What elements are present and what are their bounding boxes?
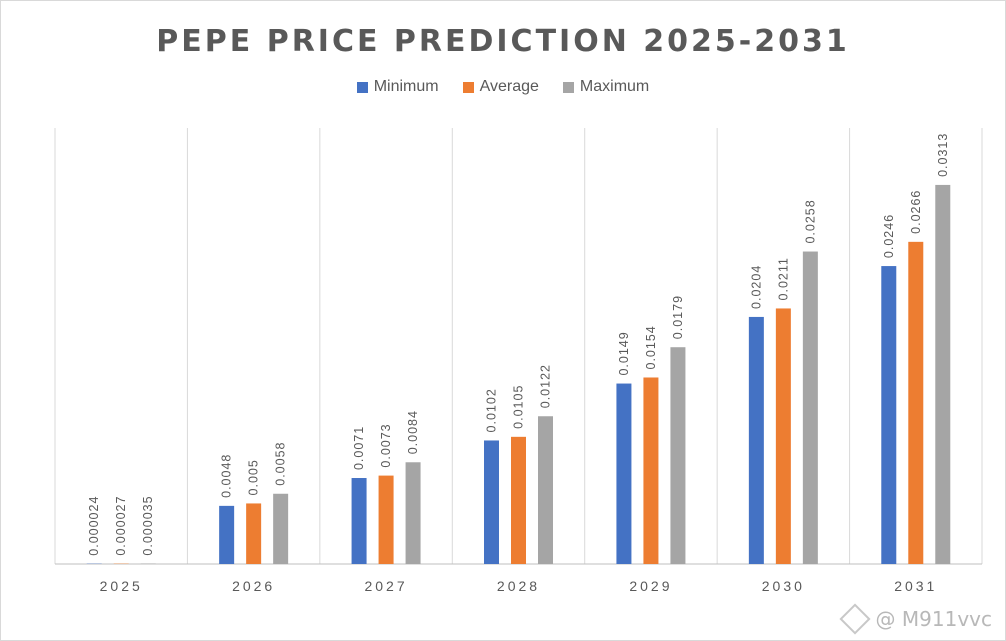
bar-average [775, 308, 791, 564]
bar-minimum [484, 440, 499, 564]
bar-average [511, 436, 526, 564]
chart-legend: Minimum Average Maximum [0, 78, 1006, 96]
data-label: 0.0258 [803, 199, 817, 243]
data-label: 0.0204 [749, 265, 763, 309]
data-label: 0.000027 [114, 496, 128, 556]
data-label: 0.0211 [776, 257, 790, 300]
bar-minimum [616, 383, 632, 564]
data-label: 0.0102 [485, 388, 499, 432]
legend-label-maximum: Maximum [579, 78, 650, 95]
data-label: 0.0048 [220, 454, 234, 498]
legend-swatch-maximum [562, 81, 574, 93]
bar-average [378, 475, 394, 564]
watermark: @ M911vvc [838, 603, 992, 635]
bar-minimum [881, 266, 897, 564]
bar-minimum [351, 478, 367, 564]
bar-average [643, 377, 659, 564]
legend-item-minimum: Minimum [356, 78, 439, 96]
bar-maximum [538, 416, 553, 564]
legend-item-maximum: Maximum [562, 78, 650, 96]
data-label: 0.0084 [406, 410, 420, 454]
chart-title: PEPE PRICE PREDICTION 2025-2031 [156, 24, 850, 59]
x-tick-label: 2025 [100, 578, 143, 594]
data-label: 0.000024 [87, 496, 101, 556]
x-tick-label: 2029 [629, 578, 672, 594]
legend-label-minimum: Minimum [373, 78, 439, 95]
bar-average [908, 241, 924, 564]
bar-minimum [219, 505, 235, 564]
bar-maximum [802, 251, 818, 565]
legend-swatch-average [462, 81, 474, 93]
data-label: 0.0149 [617, 331, 631, 375]
bar-maximum [670, 347, 686, 564]
x-tick-label: 2027 [364, 578, 407, 594]
x-tick-label: 2030 [762, 578, 805, 594]
bar-maximum [405, 462, 421, 564]
bar-maximum [935, 184, 951, 564]
x-tick-label: 2031 [894, 578, 937, 594]
legend-swatch-minimum [356, 81, 368, 93]
data-label: 0.005 [247, 459, 261, 495]
legend-label-average: Average [479, 78, 539, 95]
data-label: 0.0073 [379, 423, 393, 467]
data-label: 0.0154 [644, 325, 658, 369]
bar-minimum [748, 316, 764, 564]
legend-item-average: Average [462, 78, 539, 96]
data-label: 0.0071 [352, 426, 366, 470]
bar-maximum [273, 493, 289, 564]
data-label: 0.0179 [671, 295, 685, 339]
data-label: 0.0313 [936, 133, 950, 177]
data-label: 0.000035 [141, 495, 155, 555]
data-label: 0.0266 [909, 190, 923, 234]
data-label: 0.0122 [539, 364, 553, 408]
x-tick-label: 2028 [497, 578, 540, 594]
data-label: 0.0105 [512, 385, 526, 429]
data-label: 0.0058 [274, 442, 288, 486]
data-label: 0.0246 [882, 214, 896, 258]
binance-square-logo-icon [838, 603, 871, 635]
bar-average [246, 503, 262, 564]
watermark-text: @ M911vvc [875, 607, 992, 631]
x-tick-label: 2026 [232, 578, 275, 594]
